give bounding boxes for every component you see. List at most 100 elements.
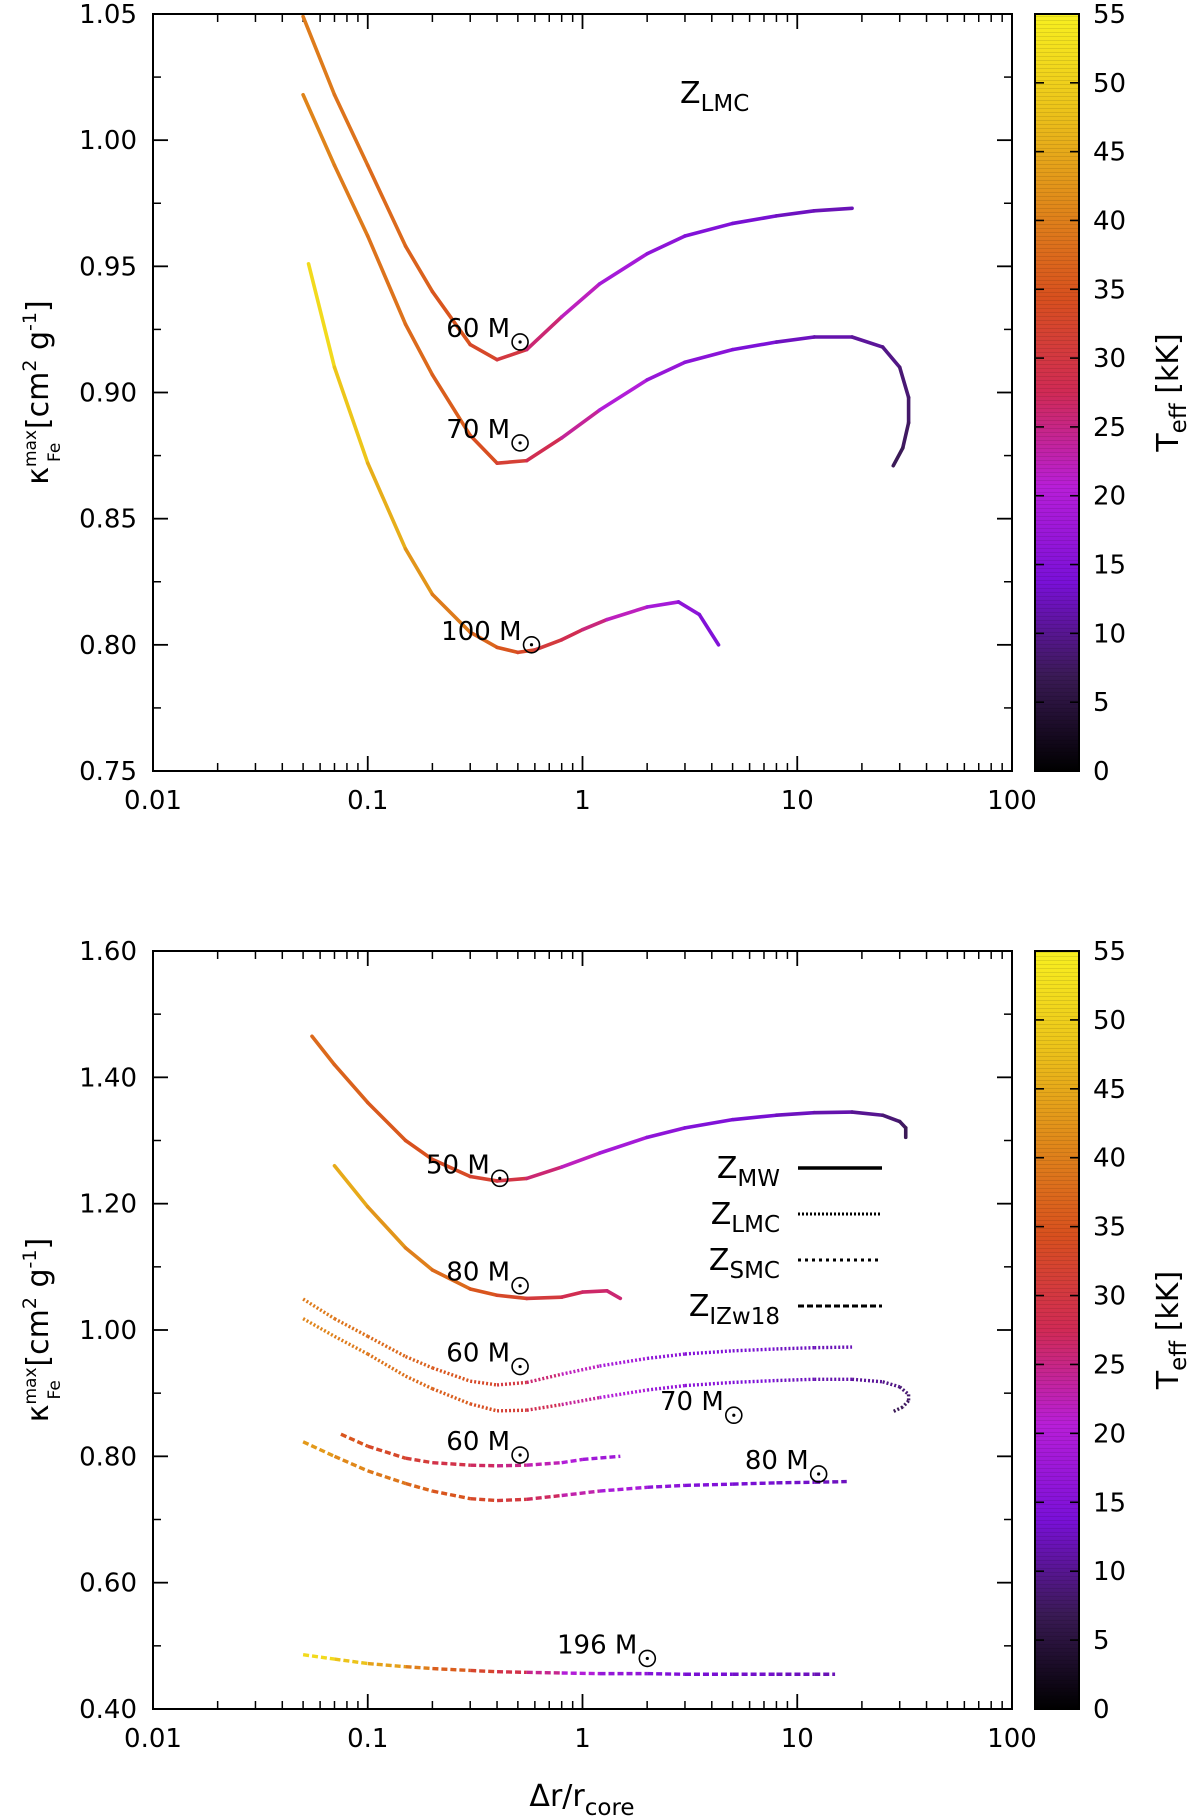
sun-symbol-icon — [518, 441, 522, 445]
series-segment — [646, 1352, 686, 1361]
series-segment — [647, 1483, 686, 1489]
series-segment — [432, 1460, 471, 1467]
series-lmc — [302, 1317, 911, 1414]
series-segment — [526, 1372, 563, 1385]
colorbar-tick-label: 25 — [1093, 1350, 1126, 1380]
series-segment — [469, 1379, 498, 1387]
series-segment — [599, 1485, 648, 1493]
colorbar-tick-label: 5 — [1093, 688, 1110, 718]
series-segment — [645, 600, 681, 609]
y-axis-label: κmax Fe [cm2 g-1] — [19, 1238, 65, 1422]
mass-label: 100 M — [441, 617, 521, 647]
series-segment — [730, 1113, 779, 1122]
series-segment — [367, 1661, 406, 1669]
series-segment — [365, 1100, 408, 1143]
series-segment — [497, 1463, 527, 1468]
series-segment — [367, 1469, 407, 1486]
series-segment — [814, 1345, 853, 1350]
sun-symbol-icon — [645, 1656, 649, 1661]
series-segment — [495, 1293, 529, 1301]
series-segment — [404, 1374, 434, 1391]
colorbar-tick-label: 30 — [1093, 1282, 1126, 1312]
legend-label: ZIZw18 — [689, 1289, 780, 1330]
x-tick-label: 0.1 — [347, 1724, 388, 1754]
series-segment — [880, 345, 902, 370]
series-segment — [403, 1138, 435, 1162]
colorbar-tick-label: 30 — [1093, 344, 1126, 374]
series-segment — [332, 92, 370, 168]
colorbar-tick-label: 10 — [1093, 1557, 1126, 1587]
series-segment — [605, 1289, 623, 1301]
series-segment — [774, 209, 817, 218]
sun-symbol-icon — [511, 1276, 529, 1295]
series-segment — [561, 1489, 600, 1498]
series-segment — [683, 221, 735, 238]
series-segment — [431, 1366, 471, 1383]
series-segment — [900, 420, 911, 450]
series-segment — [310, 1034, 337, 1067]
series-segment — [776, 1480, 815, 1485]
series-segment — [683, 1117, 735, 1130]
series-solid — [306, 262, 721, 655]
mass-label: 60 M — [446, 1339, 510, 1369]
series-segment — [430, 373, 473, 438]
sun-symbol-icon — [725, 1406, 743, 1425]
series-segment — [684, 1482, 733, 1488]
series-segment — [730, 340, 779, 352]
sun-symbol-icon — [490, 1169, 509, 1188]
y-tick-label: 1.00 — [79, 126, 137, 156]
colorbar-frame — [1034, 13, 1080, 772]
series-segment — [850, 335, 885, 349]
series-segment — [582, 1454, 621, 1462]
series-segment — [697, 612, 721, 647]
series-solid — [301, 92, 911, 468]
series-segment — [340, 1432, 369, 1448]
series-segment — [561, 1671, 600, 1676]
series-segment — [430, 1268, 473, 1291]
series-segment — [524, 1295, 564, 1301]
sun-symbol-icon — [638, 1649, 657, 1668]
colorbar-tick-label: 40 — [1093, 206, 1126, 236]
colorbar-tick-label: 20 — [1093, 482, 1126, 512]
series-segment — [676, 600, 702, 617]
series-izw — [302, 1652, 836, 1676]
series-segment — [683, 347, 735, 365]
series-segment — [366, 1334, 407, 1359]
series-segment — [892, 1405, 904, 1414]
colorbar-tick-label: 15 — [1093, 551, 1126, 581]
series-segment — [497, 1670, 527, 1675]
series-segment — [302, 1652, 335, 1661]
series-solid — [332, 1163, 623, 1301]
series-segment — [404, 1354, 434, 1370]
series-segment — [470, 1668, 498, 1674]
sun-symbol-icon — [518, 1453, 522, 1457]
x-tick-label: 100 — [987, 786, 1037, 816]
series-segment — [495, 347, 529, 362]
series-segment — [332, 1163, 370, 1209]
series-segment — [497, 1408, 527, 1413]
series-segment — [561, 1395, 600, 1407]
mass-label: 60 M — [446, 314, 510, 344]
series-segment — [468, 433, 499, 465]
colorbar-label: Teff [kK] — [1151, 333, 1192, 452]
sun-symbol-icon — [817, 1472, 821, 1476]
mass-label: 80 M — [446, 1258, 510, 1288]
series-segment — [580, 1289, 609, 1294]
series-segment — [599, 1356, 648, 1368]
series-segment — [776, 1377, 815, 1383]
series-segment — [365, 1205, 408, 1250]
x-tick-label: 0.1 — [347, 786, 388, 816]
sun-symbol-icon — [518, 340, 522, 344]
series-segment — [365, 234, 408, 327]
series-segment — [468, 630, 499, 650]
series-segment — [333, 1454, 369, 1473]
colorbar-tick-label: 50 — [1093, 69, 1126, 99]
colorbar-frame — [1034, 950, 1080, 1710]
x-tick-label: 100 — [987, 1724, 1037, 1754]
series-segment — [774, 1110, 817, 1118]
sun-symbol-icon — [809, 1465, 828, 1483]
series-segment — [812, 1110, 854, 1115]
series-segment — [774, 335, 817, 344]
x-tick-label: 10 — [781, 786, 814, 816]
